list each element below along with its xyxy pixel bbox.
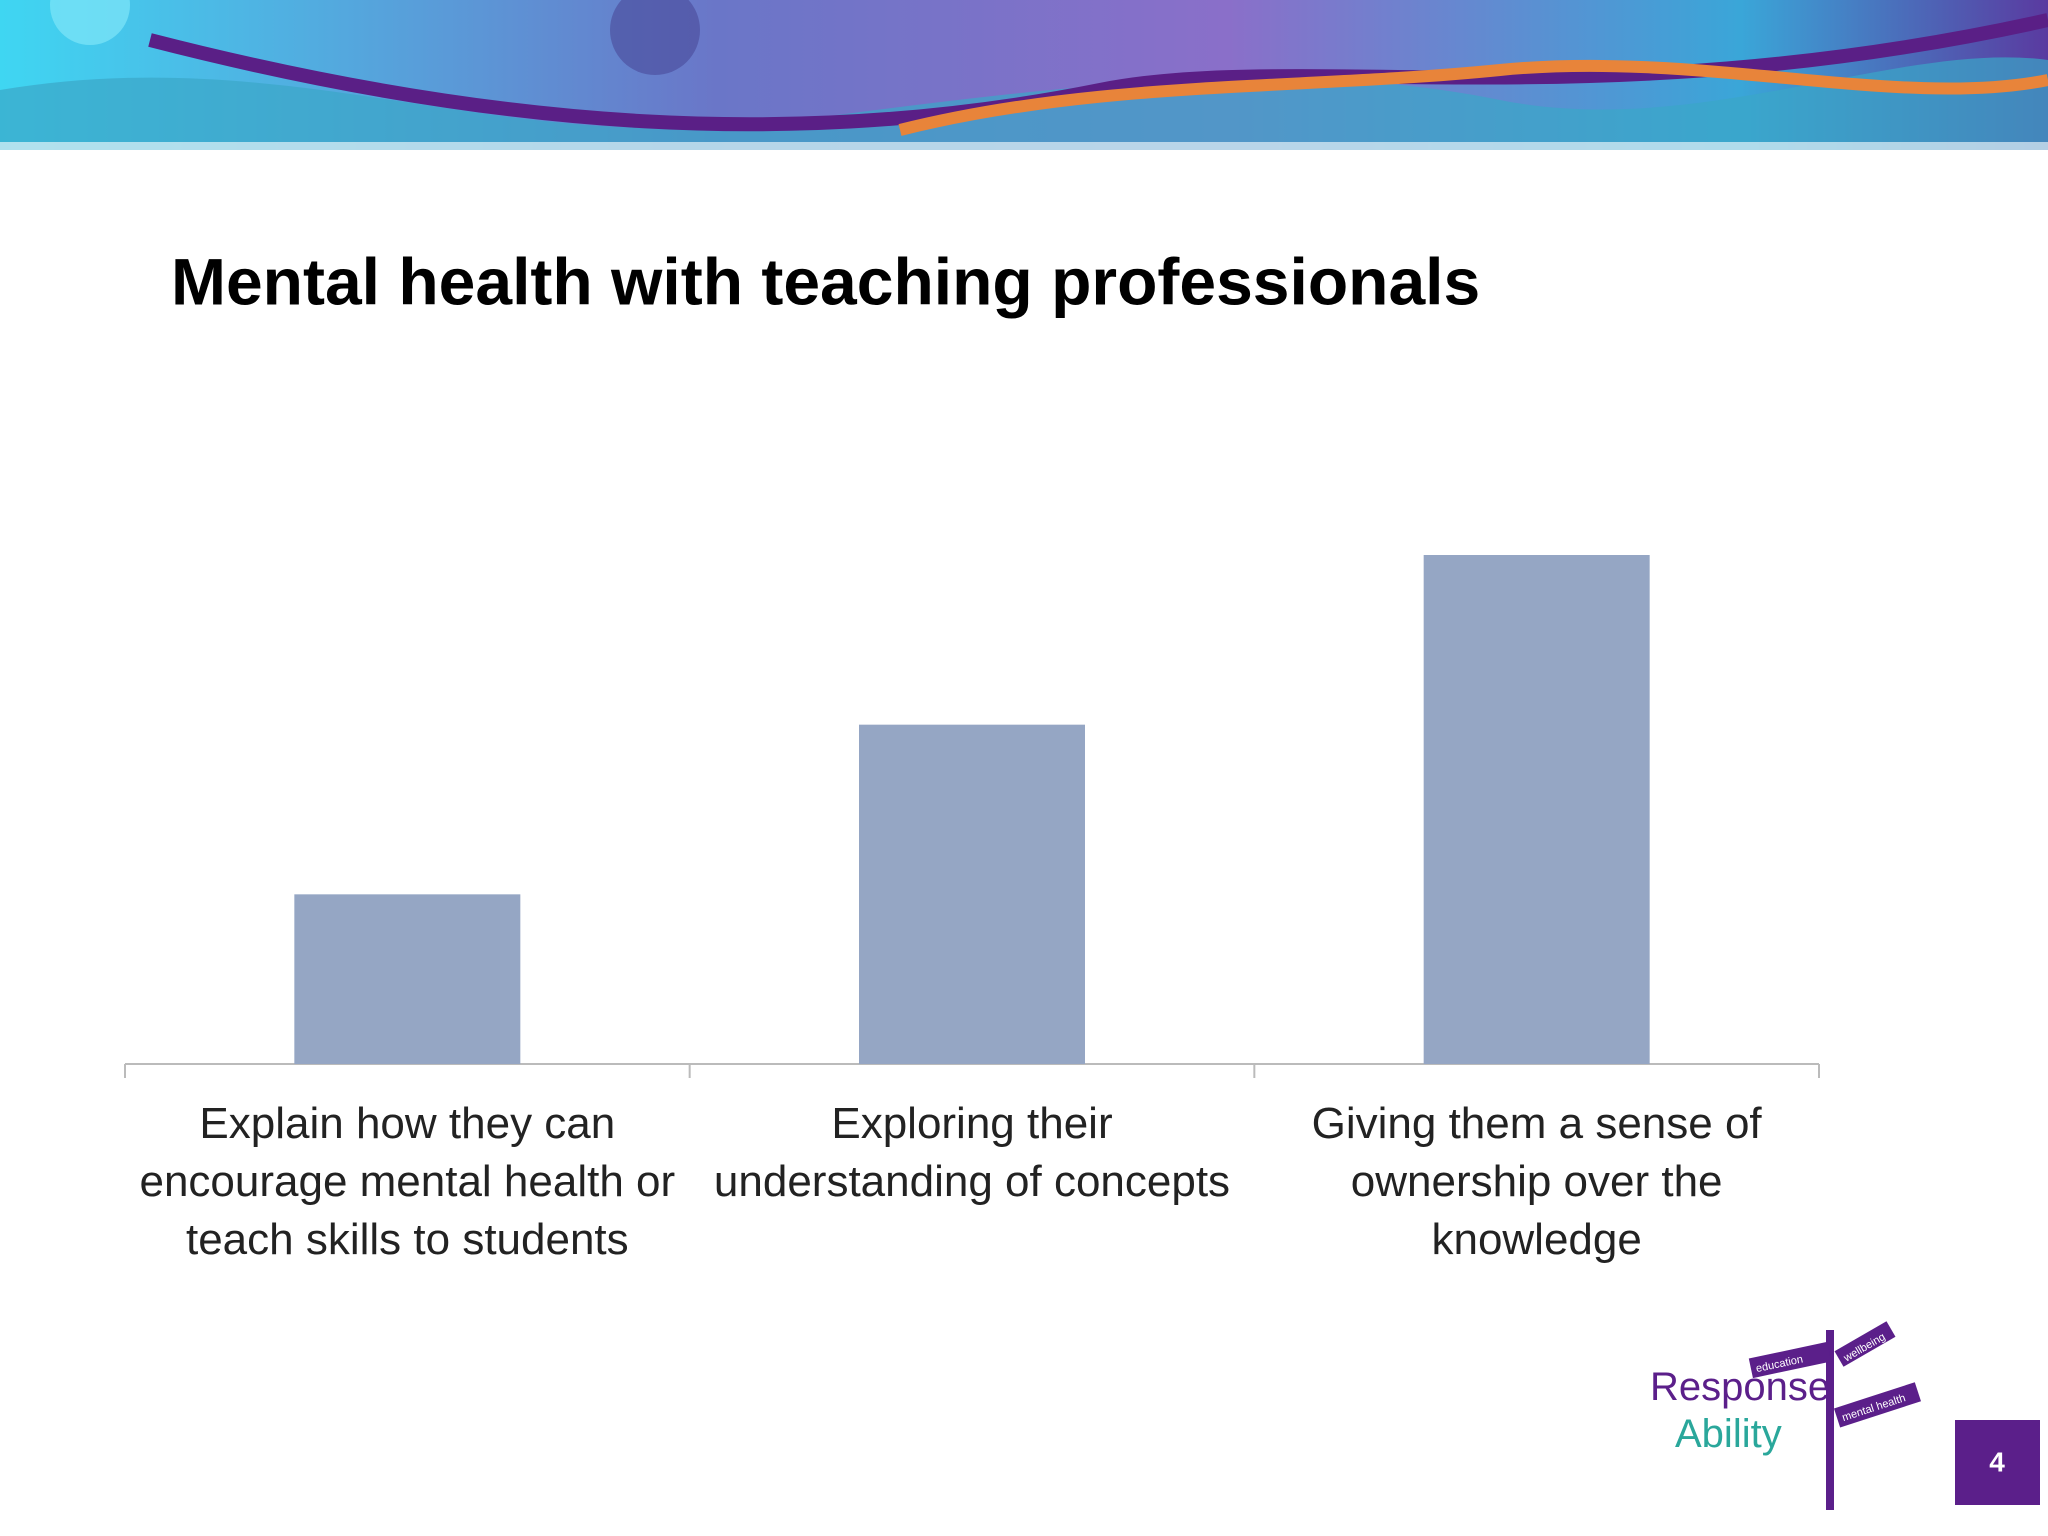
x-tick-label: Exploring their understanding of concept…: [713, 1099, 1231, 1206]
bar: [859, 724, 1085, 1064]
logo: education wellbeing mental health Respon…: [1650, 1321, 1921, 1510]
chart-title: Mental health with teaching professional…: [171, 244, 1480, 318]
bar: [1423, 555, 1650, 1064]
slide-number: 4: [1989, 1446, 2005, 1477]
banner: [0, 0, 2048, 150]
slide-number-box: [1955, 1420, 2040, 1505]
logo-text: Response: [1650, 1365, 1830, 1409]
logo-text: Ability: [1675, 1412, 1782, 1456]
x-tick-label: Giving them a sense of ownership over th…: [1311, 1099, 1762, 1264]
bar: [294, 894, 521, 1064]
x-tick-label: Explain how they can encourage mental he…: [139, 1099, 676, 1264]
